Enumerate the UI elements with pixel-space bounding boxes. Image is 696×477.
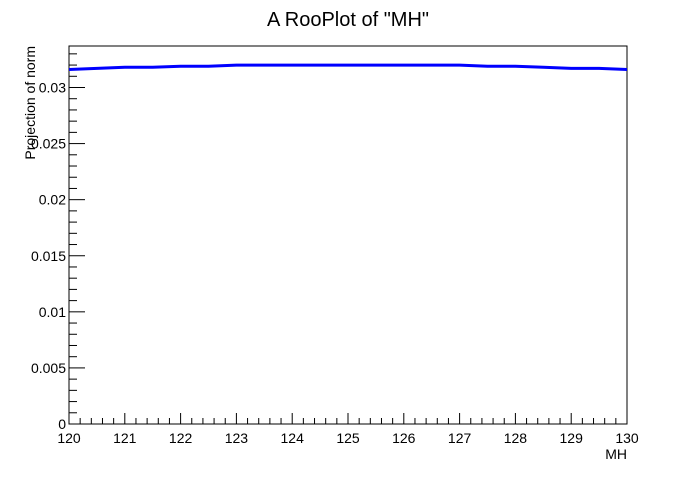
chart-title: A RooPlot of "MH": [267, 9, 429, 31]
y-axis-title: Projection of norm: [22, 46, 38, 160]
x-tick-label: 122: [169, 430, 193, 446]
y-tick-label: 0.01: [39, 304, 66, 320]
x-tick-label: 123: [225, 430, 249, 446]
series-layer: [68, 63, 628, 72]
y-tick-label: 0.025: [31, 136, 66, 152]
y-axis: 0 0.005 0.01 0.015 0.02 0.025 0.03: [31, 53, 85, 432]
y-tick-label: 0.02: [39, 192, 66, 208]
x-tick-label: 128: [504, 430, 528, 446]
x-tick-label: 129: [560, 430, 584, 446]
x-tick-label: 125: [336, 430, 360, 446]
x-tick-label: 130: [615, 430, 639, 446]
x-tick-label: 127: [448, 430, 472, 446]
norm-projection-curve: [68, 63, 628, 72]
y-tick-label: 0.005: [31, 360, 66, 376]
y-tick-label: 0.03: [39, 80, 66, 96]
plot-frame: [68, 45, 628, 425]
x-axis: 120 121 122 123 124 125 126 127 128 129 130: [57, 413, 639, 446]
x-tick-label: 126: [392, 430, 416, 446]
x-axis-title: MH: [605, 446, 627, 462]
y-tick-label: 0: [58, 416, 66, 432]
x-tick-label: 124: [281, 430, 305, 446]
x-tick-label: 120: [57, 430, 81, 446]
y-tick-label: 0.015: [31, 248, 66, 264]
x-tick-label: 121: [113, 430, 137, 446]
